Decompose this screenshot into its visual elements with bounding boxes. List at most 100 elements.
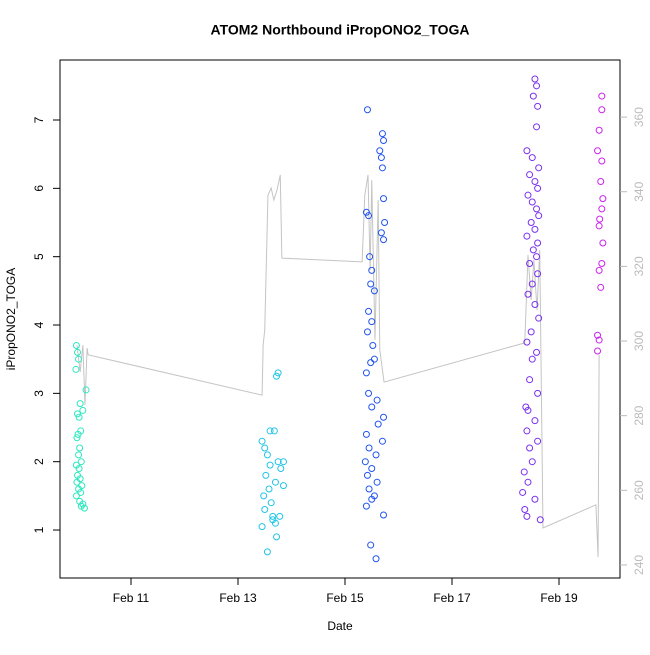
point (523, 338, 531, 346)
point (536, 516, 544, 524)
point (531, 417, 539, 425)
y2-tick-label: 320 (632, 256, 646, 276)
point (535, 164, 543, 172)
plot-box (59, 59, 621, 579)
point (75, 465, 83, 473)
point (72, 365, 80, 373)
point (73, 434, 81, 442)
x-tick-label: Feb 19 (540, 591, 578, 605)
point (261, 506, 269, 514)
point (524, 406, 532, 414)
point (534, 270, 542, 278)
point (599, 239, 607, 247)
point (598, 205, 606, 213)
point (279, 458, 287, 466)
point (378, 164, 386, 172)
point (274, 369, 282, 377)
point (523, 512, 531, 520)
point (523, 427, 531, 435)
point (372, 555, 380, 563)
y-tick-label: 4 (32, 321, 46, 328)
point (380, 137, 388, 145)
x-tick-label: Feb 13 (219, 591, 257, 605)
y-axis-label: iPropONO2_TOGA (4, 268, 18, 370)
point (75, 485, 83, 493)
point (363, 328, 371, 336)
point (533, 253, 541, 261)
point (368, 266, 376, 274)
point (377, 154, 385, 162)
point (365, 444, 373, 452)
point (378, 130, 386, 138)
point (535, 314, 543, 322)
point (519, 488, 527, 496)
point (528, 458, 536, 466)
point (374, 420, 382, 428)
point (74, 430, 82, 438)
point (365, 389, 373, 397)
point (598, 157, 606, 165)
point (372, 451, 380, 459)
x-tick-label: Feb 11 (113, 591, 150, 605)
point (378, 437, 386, 445)
point (377, 229, 385, 237)
point (529, 92, 537, 100)
point (368, 318, 376, 326)
point (369, 342, 377, 350)
point (594, 147, 602, 155)
y-tick-label: 3 (32, 390, 46, 397)
y-tick-label: 1 (32, 526, 46, 533)
point (533, 205, 541, 213)
point (263, 451, 271, 459)
point (527, 219, 535, 227)
y2-tick-label: 240 (632, 555, 646, 575)
point (277, 465, 285, 473)
point (273, 372, 281, 380)
y-tick-label: 2 (32, 458, 46, 465)
point (366, 253, 374, 261)
point (263, 548, 271, 556)
point (80, 504, 88, 512)
point (276, 512, 284, 520)
point (367, 280, 375, 288)
point (73, 410, 81, 418)
y2-tick-label: 340 (632, 181, 646, 201)
point (529, 246, 537, 254)
point (270, 427, 278, 435)
point (267, 499, 275, 507)
point (531, 495, 539, 503)
point (531, 75, 539, 83)
y-tick-label: 7 (32, 116, 46, 123)
point (522, 403, 530, 411)
point (597, 283, 605, 291)
point (365, 212, 373, 220)
point (594, 331, 602, 339)
point (376, 147, 384, 155)
point (367, 541, 375, 549)
point (534, 389, 542, 397)
point (528, 154, 536, 162)
point (363, 106, 371, 114)
chart-title: ATOM2 Northbound iPropONO2_TOGA (211, 22, 470, 38)
point (526, 260, 534, 268)
point (598, 106, 606, 114)
point (523, 147, 531, 155)
point (531, 225, 539, 233)
y2-tick-label: 300 (632, 331, 646, 351)
point (266, 427, 274, 435)
point (361, 458, 369, 466)
point (595, 126, 603, 134)
point (595, 266, 603, 274)
point (77, 458, 85, 466)
point (265, 485, 273, 493)
point (75, 451, 83, 459)
point (528, 355, 536, 363)
point (533, 348, 541, 356)
point (526, 171, 534, 179)
point (77, 488, 85, 496)
point (75, 413, 83, 421)
point (274, 458, 282, 466)
x-tick-label: Feb 17 (433, 591, 471, 605)
y-tick-label: 5 (32, 253, 46, 260)
